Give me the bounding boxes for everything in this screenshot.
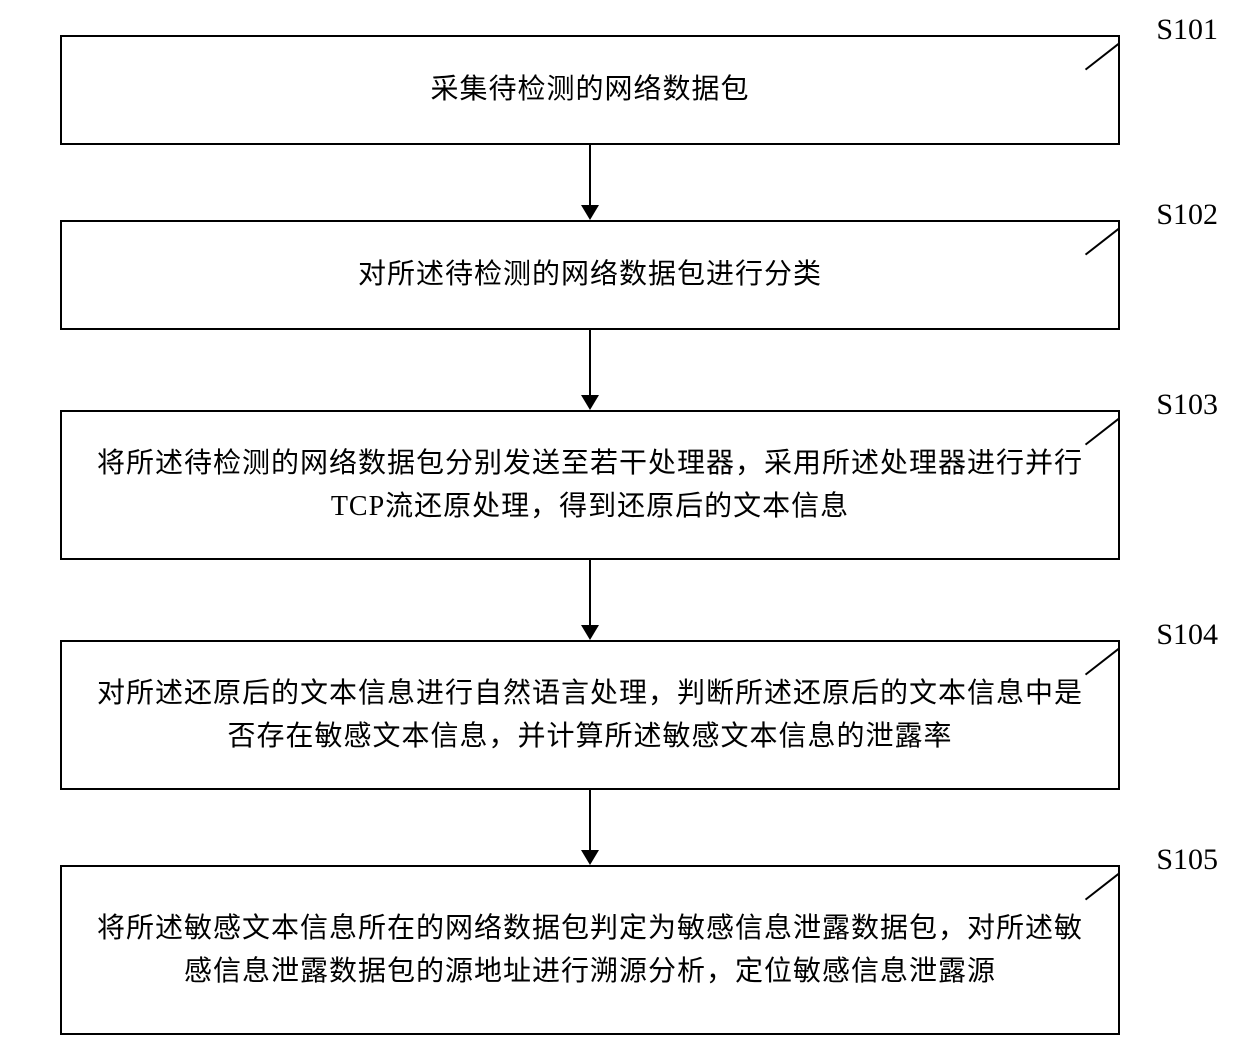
step-s102-text: 对所述待检测的网络数据包进行分类 [358,253,822,296]
step-s102-connector [1085,228,1119,255]
arrow-head-icon [581,850,599,865]
step-s101-text: 采集待检测的网络数据包 [430,68,749,111]
arrow-line [589,790,591,850]
step-s104-label: S104 [1156,612,1218,659]
step-s104: 对所述还原后的文本信息进行自然语言处理，判断所述还原后的文本信息中是否存在敏感文… [60,640,1120,790]
step-s104-text: 对所述还原后的文本信息进行自然语言处理，判断所述还原后的文本信息中是否存在敏感文… [90,672,1090,759]
arrow-s101-s102 [581,145,599,220]
step-s101: 采集待检测的网络数据包 S101 [60,35,1120,145]
step-s105-connector [1085,873,1119,900]
arrow-head-icon [581,625,599,640]
arrow-s104-s105 [581,790,599,865]
arrow-line [589,145,591,205]
step-s105-label: S105 [1156,837,1218,884]
step-s102: 对所述待检测的网络数据包进行分类 S102 [60,220,1120,330]
step-s101-label: S101 [1156,7,1218,54]
step-s104-connector [1085,648,1119,675]
arrow-head-icon [581,205,599,220]
step-s103-text: 将所述待检测的网络数据包分别发送至若干处理器，采用所述处理器进行并行TCP流还原… [90,442,1090,529]
arrow-line [589,330,591,395]
arrow-s102-s103 [581,330,599,410]
step-s105-text: 将所述敏感文本信息所在的网络数据包判定为敏感信息泄露数据包，对所述敏感信息泄露数… [90,907,1090,994]
step-s103-connector [1085,418,1119,445]
arrow-s103-s104 [581,560,599,640]
step-s101-connector [1085,43,1119,70]
step-s103: 将所述待检测的网络数据包分别发送至若干处理器，采用所述处理器进行并行TCP流还原… [60,410,1120,560]
arrow-line [589,560,591,625]
arrow-head-icon [581,395,599,410]
step-s103-label: S103 [1156,382,1218,429]
step-s105: 将所述敏感文本信息所在的网络数据包判定为敏感信息泄露数据包，对所述敏感信息泄露数… [60,865,1120,1035]
step-s102-label: S102 [1156,192,1218,239]
